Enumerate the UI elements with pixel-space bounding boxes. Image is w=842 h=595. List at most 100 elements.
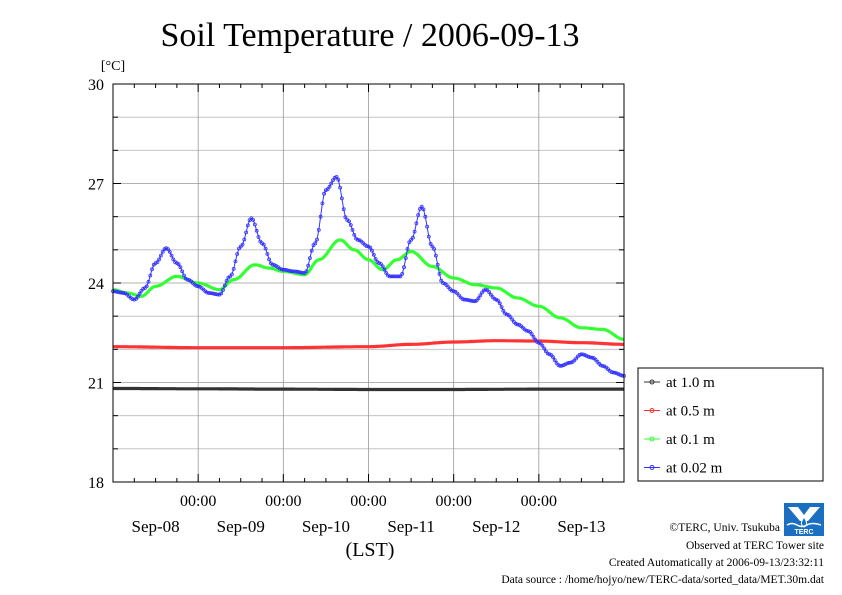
data-point [373, 257, 378, 261]
data-point [229, 272, 234, 277]
data-point [146, 279, 151, 284]
data-point [391, 274, 396, 279]
data-point [148, 273, 153, 278]
y-axis-unit-label: [°C] [101, 59, 125, 74]
logo-mark [788, 507, 820, 521]
x-time-tick-label: 00:00 [350, 493, 386, 510]
data-point [180, 269, 185, 274]
data-point [281, 267, 286, 272]
data-point [295, 269, 300, 274]
data-point [414, 221, 419, 226]
data-point [206, 291, 211, 295]
data-point [560, 363, 564, 368]
data-point [467, 298, 472, 303]
data-point [387, 274, 392, 279]
data-point [465, 298, 470, 302]
data-point [150, 267, 154, 272]
legend-box [637, 367, 824, 482]
data-source-text: Data source : /home/hojyo/new/TERC-data/… [501, 574, 824, 586]
data-point [515, 322, 520, 327]
data-point [567, 360, 571, 365]
series-line [112, 238, 625, 341]
data-point [407, 240, 412, 245]
data-point [297, 270, 302, 275]
data-point [213, 292, 218, 297]
legend-label: at 0.5 m [666, 404, 715, 420]
data-point [244, 230, 249, 235]
data-point [426, 234, 431, 239]
x-day-label: Sep-10 [302, 517, 350, 536]
data-point [316, 227, 321, 232]
legend-label: at 0.1 m [666, 432, 715, 448]
y-tick-label: 18 [88, 475, 104, 492]
data-point [286, 268, 291, 273]
data-point [169, 253, 174, 258]
x-day-label: Sep-08 [131, 517, 179, 536]
data-point [428, 241, 433, 246]
data-point [430, 244, 435, 249]
data-point [284, 268, 289, 273]
data-point [315, 237, 319, 242]
data-point [384, 271, 389, 275]
data-point [288, 269, 293, 273]
series-line [113, 386, 624, 392]
data-point [279, 267, 284, 272]
data-point [501, 308, 506, 313]
data-point [394, 274, 399, 279]
data-point [341, 207, 346, 212]
data-point [309, 248, 314, 253]
data-point [313, 241, 318, 246]
data-point [536, 340, 541, 345]
data-point [609, 370, 614, 375]
data-point [526, 329, 531, 334]
data-point [439, 278, 444, 283]
logo-wave-icon [786, 522, 822, 528]
data-point [403, 256, 408, 261]
data-series [111, 174, 626, 392]
data-point [233, 259, 238, 264]
legend-label: at 0.02 m [666, 461, 723, 477]
data-point [155, 260, 160, 265]
data-point [389, 274, 394, 279]
data-point [579, 352, 584, 357]
data-point [437, 271, 442, 276]
data-point [263, 246, 268, 251]
data-point [325, 187, 330, 192]
data-point [130, 297, 135, 302]
data-point [496, 298, 500, 303]
series-at-0-1-m [112, 238, 625, 341]
data-point [194, 283, 199, 288]
y-tick-label: 27 [88, 177, 104, 194]
x-time-tick-label: 00:00 [521, 493, 557, 510]
data-point [343, 215, 348, 220]
data-point [118, 290, 122, 295]
data-point [368, 245, 373, 250]
data-point [581, 352, 586, 357]
data-point [166, 247, 170, 252]
legend-label: at 1.0 m [666, 375, 715, 391]
x-day-label: Sep-12 [472, 517, 520, 536]
data-point [256, 235, 261, 239]
data-point [222, 283, 227, 288]
data-point [545, 351, 550, 356]
y-tick-label: 21 [88, 376, 104, 393]
legend-marker [649, 436, 655, 442]
data-point [137, 291, 142, 296]
data-point [618, 373, 623, 377]
data-point [423, 214, 428, 219]
legend-marker [649, 379, 655, 385]
data-point [497, 301, 502, 306]
x-day-label: Sep-11 [387, 517, 435, 536]
data-point [584, 354, 589, 358]
data-point [531, 334, 536, 339]
data-point [240, 242, 245, 247]
data-point [171, 257, 176, 262]
data-point [425, 224, 430, 229]
data-point [205, 290, 209, 295]
data-point [433, 253, 438, 258]
data-point [476, 296, 481, 301]
data-point [208, 291, 213, 296]
data-point [210, 291, 215, 296]
data-point [524, 328, 529, 333]
data-point [419, 204, 424, 209]
